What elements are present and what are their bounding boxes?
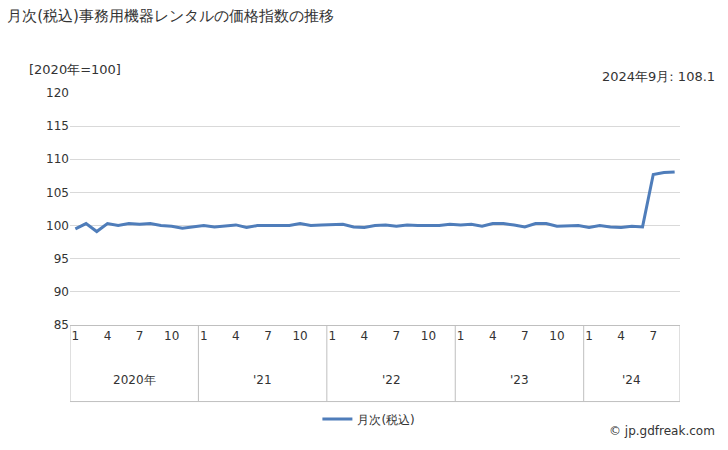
svg-text:4: 4 xyxy=(104,329,112,343)
svg-text:[2020年=100]: [2020年=100] xyxy=(29,62,121,77)
svg-text:110: 110 xyxy=(46,152,69,166)
svg-text:4: 4 xyxy=(617,329,625,343)
svg-text:'23: '23 xyxy=(510,373,529,387)
svg-text:1: 1 xyxy=(72,329,80,343)
svg-text:105: 105 xyxy=(46,186,69,200)
svg-text:10: 10 xyxy=(549,329,564,343)
svg-text:'22: '22 xyxy=(382,373,401,387)
svg-text:1: 1 xyxy=(457,329,465,343)
svg-text:1: 1 xyxy=(585,329,593,343)
svg-text:2020年: 2020年 xyxy=(113,373,156,387)
svg-text:10: 10 xyxy=(164,329,179,343)
svg-text:100: 100 xyxy=(46,219,69,233)
svg-text:7: 7 xyxy=(136,329,144,343)
svg-text:2024年9月: 108.1: 2024年9月: 108.1 xyxy=(602,69,715,84)
svg-text:85: 85 xyxy=(54,318,69,332)
svg-text:7: 7 xyxy=(649,329,657,343)
svg-text:4: 4 xyxy=(360,329,368,343)
svg-text:95: 95 xyxy=(54,252,69,266)
svg-text:1: 1 xyxy=(200,329,208,343)
svg-text:7: 7 xyxy=(521,329,529,343)
svg-text:10: 10 xyxy=(292,329,307,343)
svg-text:120: 120 xyxy=(46,86,69,100)
svg-text:4: 4 xyxy=(232,329,240,343)
svg-text:© jp.gdfreak.com: © jp.gdfreak.com xyxy=(609,424,715,438)
svg-text:4: 4 xyxy=(489,329,497,343)
svg-text:月次(税込)事務用機器レンタルの価格指数の推移: 月次(税込)事務用機器レンタルの価格指数の推移 xyxy=(7,7,334,25)
svg-text:115: 115 xyxy=(46,119,69,133)
svg-text:月次(税込): 月次(税込) xyxy=(357,413,414,427)
svg-text:7: 7 xyxy=(264,329,272,343)
svg-text:1: 1 xyxy=(328,329,336,343)
svg-text:7: 7 xyxy=(393,329,401,343)
svg-text:90: 90 xyxy=(54,285,69,299)
svg-text:'24: '24 xyxy=(622,373,641,387)
svg-text:10: 10 xyxy=(421,329,436,343)
svg-text:'21: '21 xyxy=(253,373,272,387)
